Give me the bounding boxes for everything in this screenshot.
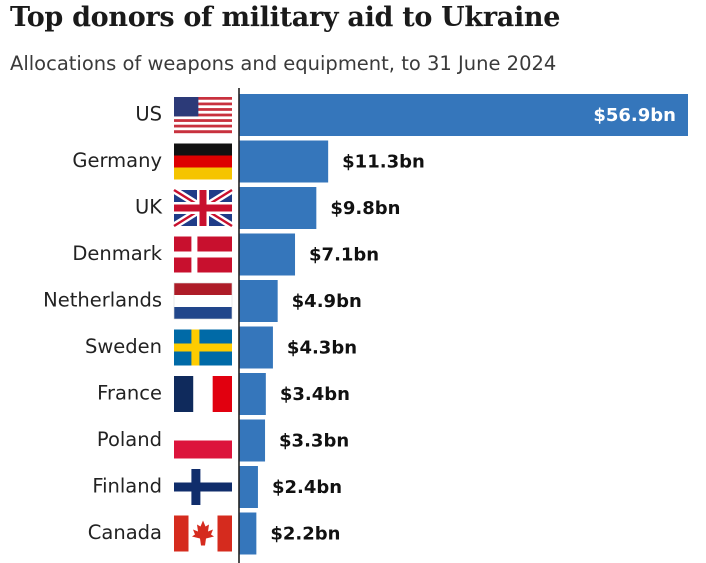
netherlands-flag-icon (173, 282, 233, 320)
country-label: Germany (72, 149, 162, 172)
value-label: $9.8bn (330, 198, 400, 219)
value-label: $3.4bn (280, 384, 350, 405)
country-label: Sweden (85, 335, 162, 358)
denmark-flag-icon (174, 236, 232, 273)
value-label: $56.9bn (593, 105, 676, 126)
bar (239, 233, 296, 276)
france-flag-icon (174, 376, 232, 412)
bar (239, 280, 278, 322)
germany-flag-icon (174, 143, 232, 180)
country-label: UK (135, 196, 163, 219)
finland-flag-icon (174, 469, 232, 505)
sweden-flag-icon (174, 329, 232, 366)
country-label: Denmark (72, 242, 162, 265)
country-label: Canada (88, 521, 162, 544)
value-label: $4.3bn (287, 338, 357, 359)
chart-title: Top donors of military aid to Ukraine (10, 2, 561, 33)
bar (239, 512, 257, 555)
country-label: US (135, 103, 162, 126)
country-label: Netherlands (43, 289, 162, 312)
chart-subtitle: Allocations of weapons and equipment, to… (10, 52, 557, 75)
poland-flag-icon (174, 422, 232, 459)
bar (239, 326, 273, 369)
bar (239, 140, 329, 183)
country-label: Poland (97, 428, 162, 451)
canada-flag-icon (174, 515, 232, 552)
us-flag-icon (174, 97, 232, 134)
value-label: $2.4bn (272, 477, 342, 498)
value-label: $3.3bn (279, 431, 349, 452)
bar (239, 419, 266, 462)
bar (239, 187, 317, 229)
bar (239, 466, 258, 508)
country-label: Finland (92, 475, 162, 498)
value-label: $11.3bn (342, 152, 425, 173)
value-label: $2.2bn (270, 524, 340, 545)
bar (239, 94, 688, 136)
value-label: $4.9bn (292, 291, 362, 312)
bar (239, 373, 266, 415)
value-label: $7.1bn (309, 245, 379, 266)
country-label: France (97, 382, 162, 405)
uk-flag-icon (172, 187, 234, 229)
